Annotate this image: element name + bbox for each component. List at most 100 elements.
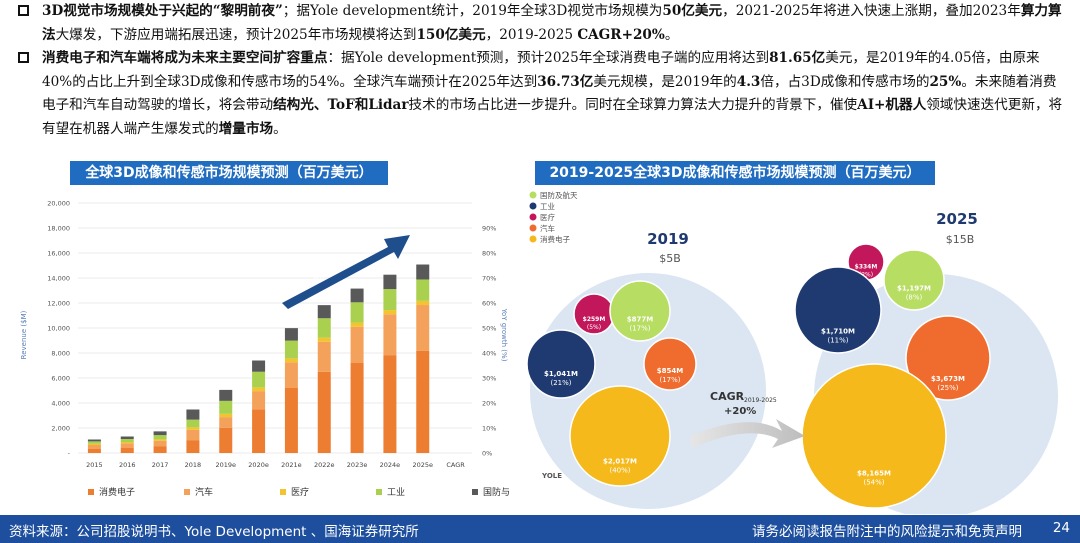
bold-run: 50亿美元 [662,3,723,19]
x-tick-label: 2017 [152,461,169,469]
bar-segment [186,429,200,441]
bar-segment [153,440,167,447]
bar-segment [87,445,101,449]
y-tick-label: 2,000 [51,425,70,433]
yole-logo: YOLE [541,472,562,480]
x-axis-ticks: 2015 2016 2017 2018 2019e 2020e 2021e 2022e 2023… [86,461,465,469]
y-tick-label: 16,000 [47,250,70,258]
bold-run: 结构光、ToF和Lidar [273,97,409,113]
bubble-share: (54%) [863,479,884,487]
x-tick-label: 2020e [248,461,269,469]
bar-segment [120,442,134,444]
bar-segment [284,328,298,341]
left-panel-title: 全球3D成像和传感市场规模预测（百万美元） [70,161,388,185]
bar-segment [383,289,397,311]
bubble-value: $877M [627,316,653,324]
y-axis-label: Revenue ($M) [20,310,28,359]
stacked-bar-chart: - 2,000 4,000 6,000 8,000 10,000 12,000 14,000 1… [20,200,510,499]
bar-segment [284,340,298,359]
bar-series [87,264,430,453]
x-tick-label: CAGR [446,461,465,469]
bar-segment [186,427,200,430]
x-tick-label: 2022e [314,461,335,469]
legend-label: 国防与航天 [483,486,510,498]
y2-tick-label: 50% [482,325,496,333]
right-panel-title: 2019-2025全球3D成像和传感市场规模预测（百万美元） [535,161,935,185]
text-run: 倍，占3D成像和传感市场的 [760,73,930,90]
legend-swatch [280,489,286,495]
bar-segment [219,413,233,418]
bold-run: 81.65亿 [769,50,826,66]
bold-run: 消费电子和汽车端将成为未来主要空间扩容重点 [42,50,328,66]
bar-segment [186,419,200,428]
y-tick-label: 6,000 [51,375,70,383]
bubble-value: $334M [855,263,878,270]
y2-axis-ticks: 0% 10% 20% 30% 40% 50% 60% 70% 80% 90% [482,225,496,458]
cagr-arrow-right: CAGR 2019-2025 +20% [690,390,805,448]
bar-segment [87,441,101,444]
y2-axis-label: YoY growth (%) [500,308,508,362]
y-axis-ticks: - 2,000 4,000 6,000 8,000 10,000 12,000 14,000 1… [47,200,70,458]
bar-segment [350,326,364,363]
legend-dot [529,213,537,221]
bar-segment [284,362,298,388]
bar-segment [284,388,298,453]
legend-dot [529,191,537,199]
bubble-groups: 2019$5B$259M(5%)$877M(17%)$1,041M(21%)$8… [526,210,1058,514]
bar-segment [153,439,167,441]
bar-segment [219,389,233,401]
legend-dot [529,224,537,232]
bold-run: 25% [929,73,962,90]
bar-segment [120,448,134,453]
text-run: 大爆发，下游应用端拓展迅速，预计2025年市场规模将达到 [55,26,417,43]
bar-segment [350,302,364,323]
bar-segment [416,279,430,301]
bar-segment [284,358,298,363]
x-tick-label: 2016 [119,461,136,469]
bar-segment [120,443,134,448]
y-tick-label: 20,000 [47,200,70,208]
legend-label: 消费电子 [99,486,135,498]
bar-segment [317,318,331,338]
legend-label: 消费电子 [540,234,570,244]
bar-segment [219,427,233,453]
bold-run: CAGR+20% [577,26,665,43]
bar-segment [153,431,167,436]
bar-segment [317,305,331,319]
disclaimer: 请务必阅读报告附注中的风险提示和免责声明 [752,524,1022,540]
bar-segment [383,274,397,290]
bullet-market-size: 3D视觉市场规模处于兴起的“黎明前夜”；据Yole development统计，… [18,0,1068,47]
bar-segment [153,435,167,440]
bar-segment [186,440,200,453]
chart-grid [78,202,472,454]
cagr-sub: 2019-2025 [744,397,777,404]
legend-swatch [184,489,190,495]
x-tick-label: 2021e [281,461,302,469]
bar-segment [350,288,364,303]
text-run: 美元，是2019年的4.05倍，由原来40%的占比上升到全球3D成像和传感市场的… [42,50,1040,90]
bar-segment [416,300,430,306]
bold-run: 增量市场 [218,120,274,137]
x-tick-label: 2024e [380,461,401,469]
y-tick-label: 18,000 [47,225,70,233]
bar-segment [252,391,266,410]
text-run: 领域快速迭代更新，将有望在机器人端产生爆发式的 [42,97,1063,137]
y2-tick-label: 90% [482,225,496,233]
bubble-share: (2%) [859,271,873,278]
bubble-share: (21%) [550,379,571,387]
text-run: ；据Yole development统计，2019年全球3D视觉市场规模为 [282,3,663,19]
cagr-label: CAGR [710,390,745,403]
chart-legend: 消费电子 汽车 医疗 工业 国防与航天 [88,486,510,498]
bubble-share: (17%) [659,376,680,384]
segment-bubble [905,315,991,401]
legend-swatch [376,489,382,495]
bold-run: AI+机器人 [857,97,927,113]
cagr-value: +20% [724,406,756,417]
bar-segment [416,264,430,280]
segment-bubble [883,249,945,311]
group-year: 2019 [647,230,689,248]
legend-label: 医疗 [291,486,309,498]
y-tick-label: 12,000 [47,300,70,308]
source-note: 资料来源：公司招股说明书、Yole Development 、国海证券研究所 [9,524,419,540]
bar-segment [219,417,233,428]
